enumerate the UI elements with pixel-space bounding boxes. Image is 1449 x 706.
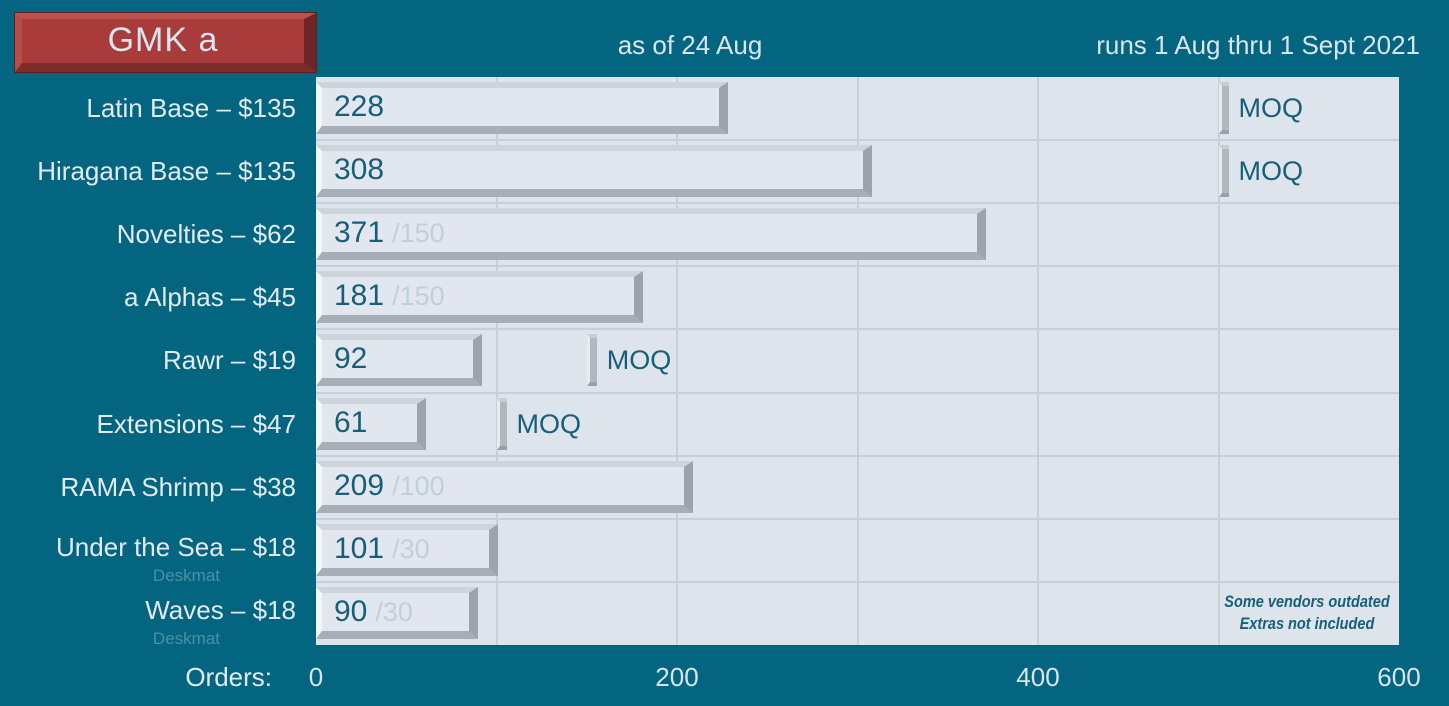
row-separator	[316, 454, 1399, 457]
order-bar-text: 308	[322, 151, 863, 189]
row-label: RAMA Shrimp – $38	[60, 471, 296, 502]
order-goal: /30	[392, 533, 430, 564]
order-bar: 228	[316, 82, 728, 134]
row-separator	[316, 391, 1399, 394]
row-separator	[316, 265, 1399, 268]
order-bar-text: 371/150	[322, 214, 977, 252]
vertical-gridline	[856, 77, 859, 645]
row-sublabel: Deskmat	[152, 628, 220, 648]
moq-label: MOQ	[606, 345, 672, 376]
moq-marker	[586, 334, 597, 387]
row-label: Latin Base – $135	[86, 93, 296, 123]
x-tick-label: 600	[1377, 662, 1421, 692]
x-tick-label: 0	[308, 662, 324, 692]
row-label-block: Under the Sea – $18 Deskmat	[0, 519, 296, 585]
order-count: 101	[334, 531, 385, 565]
order-bar: 101/30	[316, 523, 499, 576]
x-axis-title: Orders:	[185, 662, 272, 692]
order-bar-text: 61	[322, 404, 417, 442]
order-bar-text: 90/30	[322, 593, 469, 631]
order-bar: 209/100	[316, 460, 694, 513]
order-bar-text: 181/150	[322, 277, 634, 315]
row-sublabel: Deskmat	[152, 565, 220, 585]
plot-area: 228 MOQ 308 MOQ 371/150 181/150 92 MOQ 61 MOQ 209/…	[316, 77, 1399, 645]
set-badge-label: GMK a	[107, 21, 219, 59]
x-tick-label: 200	[655, 662, 699, 692]
footnote: Some vendors outdated Extras not include…	[1223, 591, 1390, 636]
row-label-block: Latin Base – $135	[0, 77, 296, 140]
order-count: 90	[334, 594, 368, 628]
order-goal: /150	[392, 218, 445, 249]
row-separator	[316, 328, 1399, 331]
order-bar: 90/30	[316, 586, 479, 639]
row-label: Under the Sea – $18	[56, 531, 296, 562]
order-bar-text: 209/100	[322, 467, 684, 505]
row-label: Hiragana Base – $135	[37, 156, 296, 187]
footnote-line-2: Extras not included	[1239, 615, 1375, 634]
order-count: 92	[334, 342, 368, 376]
order-count: 228	[334, 90, 385, 123]
order-count: 181	[334, 279, 385, 313]
moq-label: MOQ	[516, 408, 582, 439]
row-label: a Alphas – $45	[123, 282, 296, 313]
moq-label: MOQ	[1238, 93, 1304, 123]
order-goal: /150	[392, 281, 445, 312]
footnote-line-1: Some vendors outdated	[1224, 593, 1390, 611]
row-label-block: Extensions – $47	[0, 393, 296, 456]
order-goal: /100	[392, 470, 445, 501]
row-separator	[316, 202, 1399, 205]
row-label-block: Rawr – $19	[0, 329, 296, 392]
order-bar: 61	[316, 397, 427, 450]
row-label: Rawr – $19	[163, 345, 296, 376]
run-dates: runs 1 Aug thru 1 Sept 2021	[1096, 30, 1420, 60]
order-count: 308	[334, 153, 385, 187]
row-separator	[316, 517, 1399, 520]
row-label-block: a Alphas – $45	[0, 266, 296, 329]
x-tick-label: 400	[1016, 662, 1060, 692]
order-bar: 371/150	[316, 208, 986, 261]
row-label-block: Hiragana Base – $135	[0, 140, 296, 203]
order-bar: 308	[316, 145, 872, 198]
order-goal: /30	[375, 596, 413, 627]
as-of-date: as of 24 Aug	[617, 30, 763, 60]
row-separator	[316, 139, 1399, 142]
order-bar: 181/150	[316, 271, 643, 324]
order-count: 209	[334, 468, 385, 502]
moq-marker	[1218, 82, 1229, 134]
set-badge: GMK a	[15, 13, 316, 72]
moq-label: MOQ	[1238, 156, 1304, 187]
row-label: Extensions – $47	[96, 408, 296, 439]
moq-marker	[496, 397, 507, 450]
row-label-block: Waves – $18 Deskmat	[0, 582, 296, 648]
moq-marker	[1218, 145, 1229, 198]
order-bar-text: 228	[322, 88, 719, 126]
order-bar-text: 101/30	[322, 530, 489, 568]
vertical-gridline	[1217, 77, 1220, 645]
order-bar: 92	[316, 334, 483, 387]
order-count: 61	[334, 405, 368, 439]
vertical-gridline	[676, 77, 678, 645]
row-label-block: RAMA Shrimp – $38	[0, 456, 296, 519]
row-separator	[316, 580, 1399, 583]
row-label: Waves – $18	[145, 594, 296, 625]
row-label: Novelties – $62	[116, 219, 296, 250]
order-bar-text: 92	[322, 340, 473, 378]
order-count: 371	[334, 216, 385, 250]
row-label-block: Novelties – $62	[0, 203, 296, 266]
vertical-gridline	[1037, 77, 1039, 645]
vertical-gridline	[495, 77, 498, 645]
